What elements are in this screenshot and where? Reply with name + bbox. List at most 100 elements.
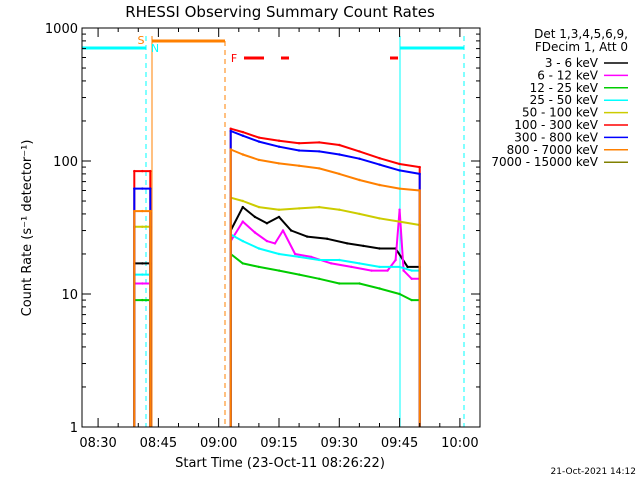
data-point bbox=[318, 167, 321, 170]
data-point bbox=[338, 282, 341, 285]
data-point bbox=[350, 265, 353, 269]
data-point bbox=[273, 242, 277, 245]
data-point bbox=[326, 237, 329, 240]
data-point bbox=[346, 242, 349, 245]
data-point bbox=[141, 273, 144, 276]
x-tick-label: 09:00 bbox=[200, 436, 237, 451]
data-point bbox=[370, 269, 373, 272]
plot-area: SN F bbox=[82, 34, 465, 427]
data-point bbox=[378, 183, 381, 187]
data-point bbox=[297, 207, 301, 210]
data-point bbox=[141, 262, 144, 265]
data-point bbox=[229, 148, 232, 151]
data-point bbox=[277, 269, 281, 272]
data-point bbox=[398, 265, 401, 269]
data-point bbox=[141, 282, 144, 285]
saa-marker-label: S bbox=[138, 34, 145, 47]
data-point bbox=[265, 239, 269, 243]
data-point bbox=[141, 298, 144, 302]
data-point bbox=[133, 209, 136, 213]
data-point bbox=[358, 262, 361, 265]
data-point bbox=[338, 153, 341, 156]
data-point bbox=[378, 247, 381, 250]
data-point bbox=[305, 235, 309, 238]
data-point bbox=[289, 229, 293, 232]
series-line-4-segment-1 bbox=[229, 196, 421, 427]
data-point bbox=[293, 252, 297, 256]
data-point bbox=[394, 258, 397, 262]
y-axis-label: Count Rate (s⁻¹ detector⁻¹) bbox=[20, 140, 35, 317]
series-line-6-segment-1 bbox=[229, 130, 421, 427]
night-marker-label: N bbox=[151, 42, 159, 55]
data-point bbox=[318, 150, 321, 153]
data-point bbox=[141, 187, 144, 190]
data-point bbox=[277, 215, 281, 219]
legend-label: 25 - 50 keV bbox=[530, 93, 599, 107]
data-point bbox=[418, 172, 421, 176]
data-point bbox=[338, 208, 341, 211]
x-tick-label: 09:45 bbox=[381, 436, 418, 451]
series-line-6-segment-0 bbox=[133, 187, 152, 427]
data-point bbox=[402, 269, 405, 272]
data-point bbox=[398, 169, 401, 172]
data-point bbox=[378, 163, 381, 166]
plot-frame bbox=[81, 27, 481, 428]
data-point bbox=[141, 209, 144, 213]
y-tick-label: 100 bbox=[53, 155, 78, 170]
data-point bbox=[358, 157, 361, 160]
data-point bbox=[338, 143, 341, 147]
y-axis: 1 10 100 1000 bbox=[45, 22, 480, 436]
data-point bbox=[362, 244, 365, 248]
legend-label: 6 - 12 keV bbox=[537, 68, 599, 82]
data-point bbox=[297, 255, 301, 259]
y-tick-label: 1 bbox=[70, 421, 78, 436]
data-point bbox=[241, 239, 244, 243]
data-point bbox=[257, 140, 261, 143]
data-point bbox=[398, 220, 401, 223]
data-point bbox=[310, 255, 313, 259]
series-line-4-segment-0 bbox=[133, 225, 152, 427]
series-line-0-segment-1 bbox=[229, 206, 421, 427]
series-line-7-segment-0 bbox=[133, 210, 152, 427]
data-point bbox=[241, 134, 244, 137]
data-point bbox=[398, 292, 401, 296]
data-point bbox=[241, 220, 244, 223]
series-line-2-segment-0 bbox=[133, 299, 152, 427]
legend: Det 1,3,4,5,6,9, FDecim 1, Att 0 3 - 6 k… bbox=[491, 27, 628, 169]
series-line-3-segment-0 bbox=[133, 273, 152, 427]
data-point bbox=[338, 172, 341, 176]
series-line-7-segment-1 bbox=[229, 148, 421, 427]
series-line-1-segment-1 bbox=[229, 208, 421, 427]
data-point bbox=[257, 265, 261, 269]
data-point bbox=[241, 205, 244, 209]
series-line-3-segment-1 bbox=[229, 233, 421, 427]
legend-label: 800 - 7000 keV bbox=[507, 143, 599, 157]
data-point bbox=[277, 208, 281, 211]
data-point bbox=[378, 217, 381, 220]
data-point bbox=[330, 262, 333, 265]
data-point bbox=[149, 209, 152, 213]
legend-label: 3 - 6 keV bbox=[545, 56, 599, 70]
data-point bbox=[281, 229, 285, 232]
data-point bbox=[257, 205, 261, 209]
data-point bbox=[318, 205, 321, 209]
series-line-5-segment-1 bbox=[229, 127, 421, 427]
data-point bbox=[133, 187, 136, 190]
data-point bbox=[410, 269, 413, 272]
x-axis: 08:30 08:45 09:00 09:15 09:30 09:45 10:00 bbox=[79, 28, 479, 451]
data-point bbox=[257, 158, 261, 162]
legend-label: 100 - 300 keV bbox=[514, 118, 598, 132]
data-point bbox=[297, 164, 301, 167]
data-point bbox=[386, 269, 389, 272]
series-line-2-segment-1 bbox=[229, 253, 421, 427]
data-point bbox=[253, 215, 257, 219]
x-tick-label: 10:00 bbox=[441, 436, 478, 451]
data-point bbox=[241, 153, 244, 156]
data-point bbox=[378, 265, 381, 269]
flare-marker-label: F bbox=[231, 52, 237, 65]
data-point bbox=[297, 273, 301, 276]
legend-label: 7000 - 15000 keV bbox=[491, 155, 598, 169]
data-point bbox=[241, 199, 244, 203]
legend-header-line-1: Det 1,3,4,5,6,9, bbox=[534, 27, 628, 41]
